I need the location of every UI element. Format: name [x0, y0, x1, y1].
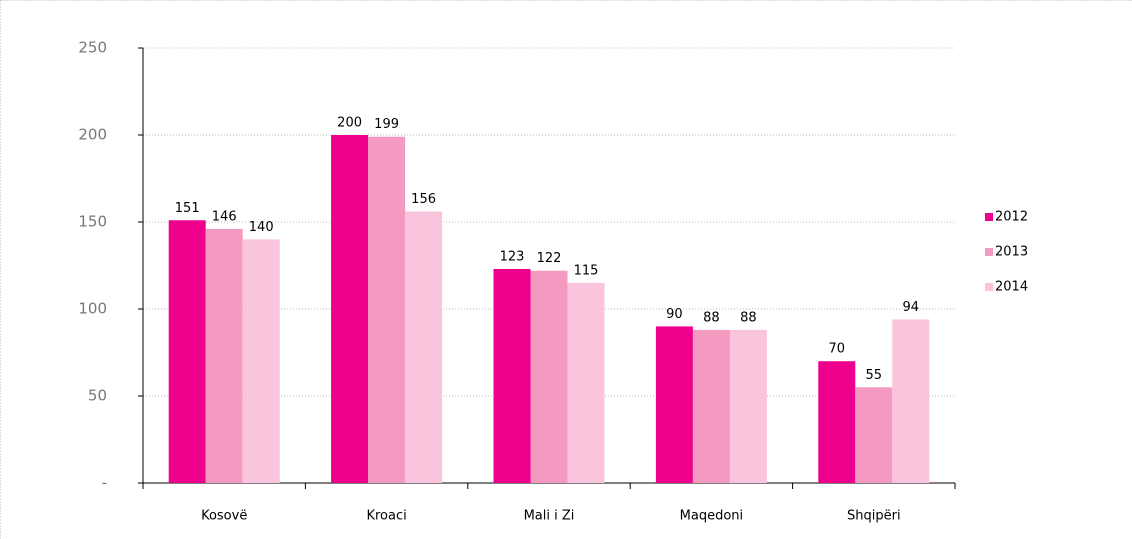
data-label: 146 [212, 209, 237, 224]
bar [168, 220, 206, 483]
bar [368, 136, 406, 484]
data-label: 70 [829, 342, 846, 357]
bar [692, 329, 730, 483]
bar [567, 282, 605, 483]
data-label: 200 [337, 116, 362, 131]
legend-label: 2013 [995, 245, 1028, 260]
x-tick-label: Kroaci [366, 509, 406, 524]
bar [530, 270, 568, 483]
y-tick-label: 150 [78, 213, 107, 231]
bar [205, 228, 243, 483]
legend-swatch [985, 283, 993, 291]
y-tick-label: 100 [78, 300, 107, 318]
legend-label: 2012 [995, 210, 1028, 225]
bar [892, 319, 930, 483]
bar [729, 329, 767, 483]
x-tick-label: Shqipëri [847, 509, 901, 524]
bar [242, 239, 280, 483]
bar [818, 361, 856, 483]
x-tick-label: Kosovë [201, 509, 247, 524]
bar [405, 211, 443, 483]
data-label: 140 [249, 220, 274, 235]
data-label: 156 [411, 192, 436, 207]
data-label: 123 [500, 249, 525, 264]
x-tick-label: Mali i Zi [524, 509, 575, 524]
bar [331, 135, 369, 483]
legend-swatch [985, 248, 993, 256]
data-label: 151 [175, 201, 200, 216]
data-label: 88 [703, 310, 720, 325]
legend-swatch [985, 213, 993, 221]
bar [493, 268, 531, 483]
y-tick-label: 50 [88, 387, 107, 405]
y-tick-label: 200 [78, 126, 107, 144]
x-tick-label: Maqedoni [680, 509, 744, 524]
legend-label: 2014 [995, 280, 1028, 295]
data-label: 115 [574, 263, 599, 278]
y-tick-label: 250 [78, 39, 107, 57]
bar [855, 387, 893, 483]
data-label: 88 [740, 310, 757, 325]
data-label: 90 [666, 307, 683, 322]
y-tick-label: - [102, 474, 107, 492]
data-label: 94 [903, 300, 920, 315]
data-label: 199 [374, 117, 399, 132]
data-label: 122 [537, 251, 562, 266]
data-label: 55 [866, 368, 883, 383]
bar [655, 326, 693, 483]
